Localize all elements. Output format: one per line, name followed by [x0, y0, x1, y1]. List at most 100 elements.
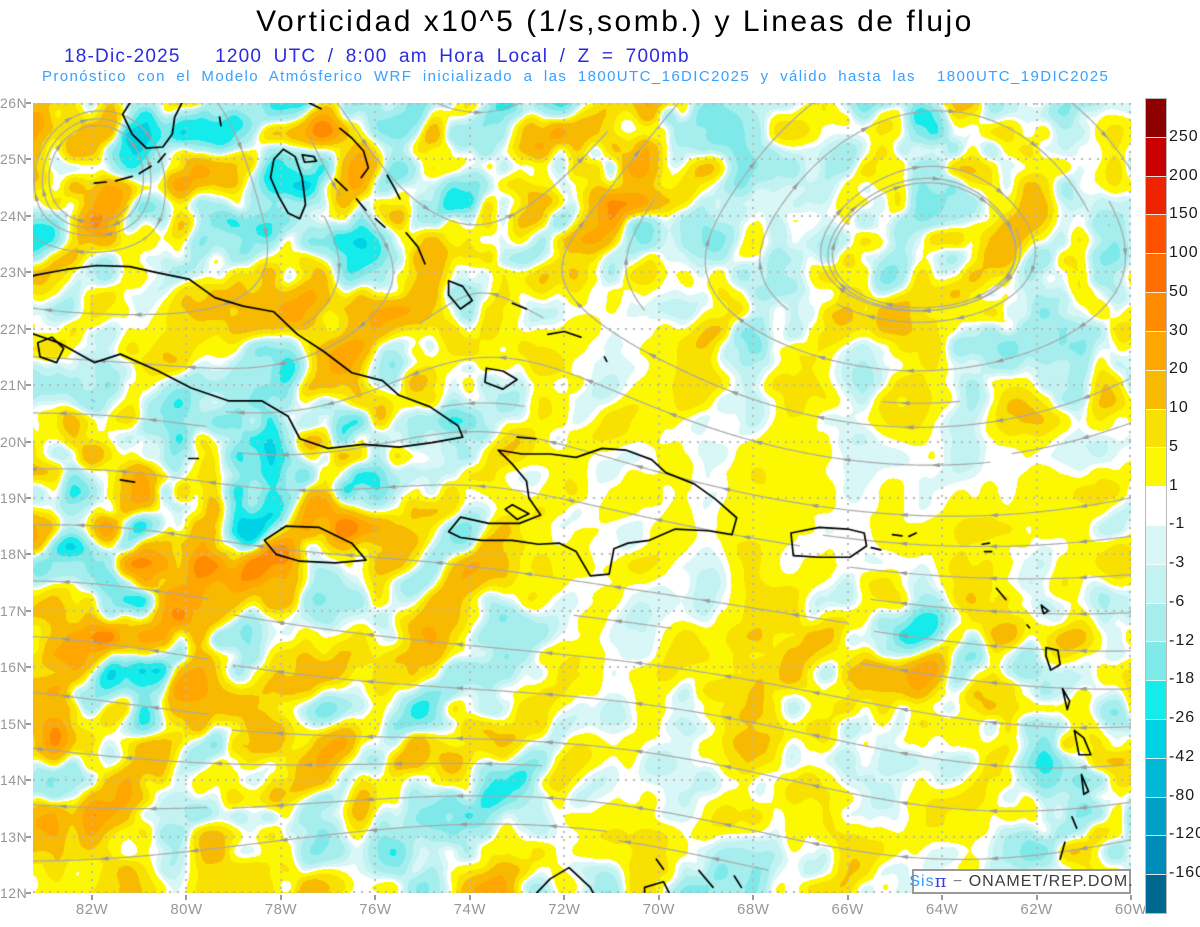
lon-tick: [1035, 895, 1038, 900]
lat-tick: [26, 102, 31, 104]
page-title: Vorticidad x10^5 (1/s,somb.) y Lineas de…: [256, 5, 974, 38]
colorbar-cell: [1146, 175, 1166, 215]
attribution-org: ONAMET/REP.DOM.: [968, 872, 1134, 890]
colorbar-cell: [1146, 680, 1166, 719]
colorbar-label: 5: [1169, 437, 1179, 455]
colorbar-cell: [1146, 719, 1166, 758]
lat-tick: [26, 158, 31, 161]
lon-tick-label: 60W: [1114, 901, 1148, 918]
colorbar-label: 1: [1169, 476, 1179, 494]
lon-tick: [279, 895, 282, 900]
lon-tick-label: 80W: [170, 901, 203, 918]
lat-tick-label: 12N: [0, 885, 28, 901]
lon-tick: [752, 895, 755, 900]
lon-tick-label: 64W: [925, 901, 959, 918]
colorbar-label: -160: [1169, 864, 1200, 882]
lon-tick: [657, 895, 660, 900]
attribution-pi-icon: π: [934, 870, 948, 892]
colorbar-label: -12: [1169, 631, 1196, 649]
colorbar-cell: [1146, 486, 1166, 525]
colorbar-cell: [1146, 408, 1166, 448]
colorbar-label: 250: [1169, 127, 1199, 145]
lon-tick: [374, 895, 377, 900]
lon-tick: [185, 895, 188, 900]
lat-tick: [26, 271, 31, 274]
lat-tick-label: 14N: [0, 772, 28, 789]
date-line: 18-Dic-2025 1200 UTC / 8:00 am Hora Loca…: [64, 46, 690, 67]
lat-tick-label: 22N: [0, 320, 28, 337]
colorbar-label: -1: [1169, 515, 1186, 533]
colorbar-label: -80: [1169, 786, 1196, 804]
lon-tick-label: 76W: [359, 901, 392, 918]
lat-tick: [26, 497, 31, 499]
lat-tick-label: 18N: [0, 546, 28, 563]
colorbar-label: -120: [1169, 825, 1200, 843]
colorbar-cell: [1146, 99, 1166, 137]
colorbar-label: 50: [1169, 282, 1189, 300]
lat-tick: [26, 327, 31, 330]
lat-tick-label: 20N: [0, 433, 28, 450]
lon-tick-label: 70W: [642, 901, 675, 918]
lat-tick: [26, 384, 31, 387]
lat-tick: [26, 214, 31, 217]
colorbar-cell: [1146, 757, 1166, 797]
lon-tick-label: 68W: [737, 901, 770, 918]
colorbar-label: -42: [1169, 747, 1196, 765]
colorbar-label: 10: [1169, 399, 1189, 417]
lat-tick: [26, 779, 31, 782]
colorbar-cell: [1146, 563, 1166, 603]
lat-tick-label: 21N: [0, 377, 28, 394]
lat-tick-label: 26N: [0, 95, 28, 111]
lat-tick: [26, 553, 31, 556]
colorbar-label: -26: [1169, 709, 1196, 727]
colorbar-label: 20: [1169, 360, 1189, 378]
lat-tick-label: 17N: [0, 602, 28, 619]
colorbar-label: 200: [1169, 166, 1199, 184]
colorbar-cell: [1146, 369, 1166, 409]
colorbar-cell: [1146, 835, 1166, 875]
colorbar-label: -6: [1169, 592, 1186, 610]
attribution-sis: Sis: [909, 872, 935, 890]
colorbar-cell: [1146, 292, 1166, 331]
lat-tick-label: 24N: [0, 207, 28, 224]
colorbar-label: -3: [1169, 554, 1186, 572]
colorbar-cell: [1146, 136, 1166, 176]
lon-tick-label: 62W: [1020, 901, 1053, 918]
lat-tick: [26, 609, 31, 612]
colorbar-label: -18: [1169, 670, 1196, 688]
colorbar-cell: [1146, 330, 1166, 370]
lon-tick: [91, 895, 94, 900]
colorbar-cell: [1146, 447, 1166, 487]
colorbar-label: 150: [1169, 205, 1199, 223]
lon-tick-label: 78W: [264, 901, 298, 918]
colorbar: [1145, 98, 1167, 914]
colorbar-cell: [1146, 253, 1166, 293]
colorbar-cell: [1146, 524, 1166, 564]
lat-tick: [26, 835, 31, 838]
lon-tick-label: 82W: [75, 901, 109, 918]
colorbar-cell: [1146, 214, 1166, 254]
lon-tick-label: 72W: [548, 901, 581, 918]
lon-tick: [1130, 895, 1132, 900]
colorbar-label: 100: [1169, 244, 1199, 262]
lon-tick-label: 74W: [453, 901, 486, 918]
lon-tick: [941, 895, 944, 900]
lat-tick: [26, 440, 31, 443]
colorbar-cell: [1146, 796, 1166, 836]
lat-tick: [26, 892, 31, 894]
lat-tick: [26, 666, 31, 669]
colorbar-label: 30: [1169, 321, 1189, 339]
lat-tick: [26, 722, 31, 725]
lon-tick: [563, 895, 566, 900]
lon-tick-label: 66W: [831, 901, 864, 918]
lat-tick-label: 23N: [0, 264, 28, 281]
colorbar-cell: [1146, 874, 1166, 914]
lat-tick-label: 19N: [0, 490, 28, 506]
attribution-separator: −: [947, 872, 969, 890]
lat-tick-label: 13N: [0, 828, 28, 845]
lat-tick-label: 16N: [0, 659, 28, 676]
colorbar-cell: [1146, 602, 1166, 642]
attribution-box: Sis π − ONAMET/REP.DOM.: [909, 869, 1134, 894]
vorticity-map-canvas: [33, 103, 1131, 893]
